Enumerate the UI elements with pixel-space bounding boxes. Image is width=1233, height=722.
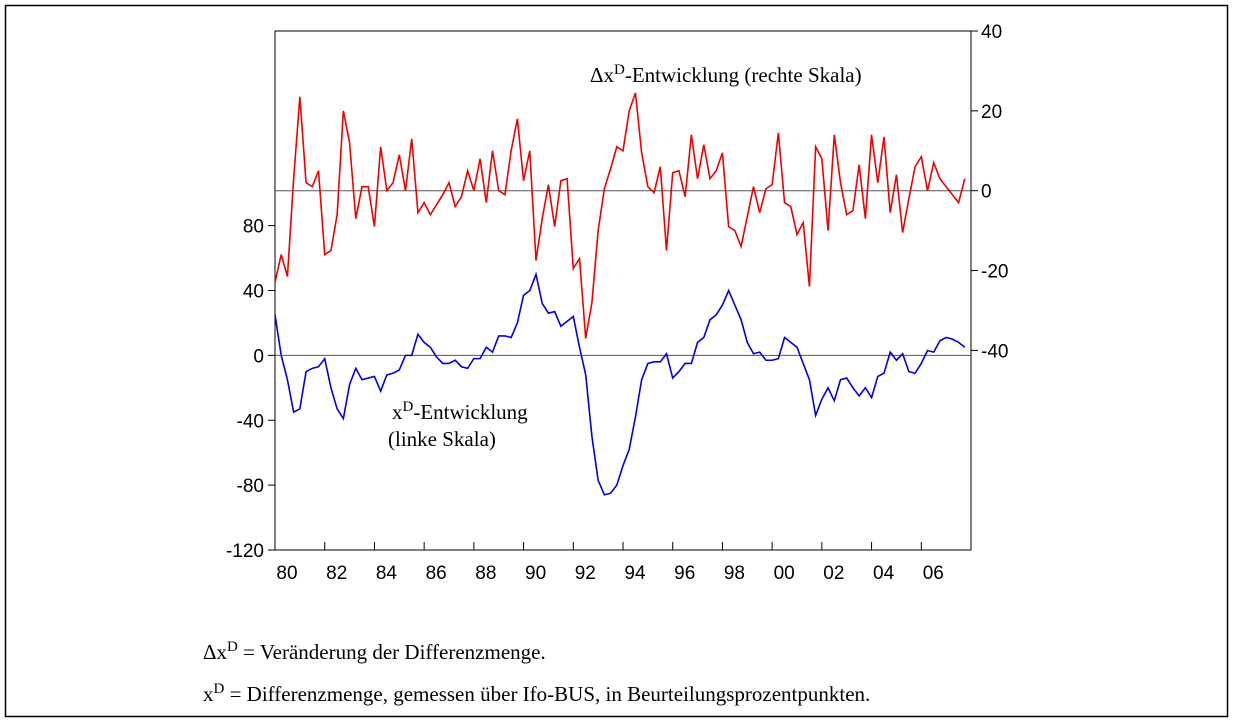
plot-area [274,30,972,551]
y2-tick-label: 0 [981,182,992,203]
annotation: xD-Entwicklung [392,399,528,424]
annotation-part: -Entwicklung [413,400,528,424]
footnote-part: = Differenzmenge, gemessen über Ifo-BUS,… [224,682,870,706]
x-tick-label: 84 [376,563,398,584]
annotation-part: D [614,62,625,78]
annotation-part: x [392,400,403,424]
y2-tick-label: 20 [981,102,1002,123]
x-tick-label: 02 [823,563,844,584]
y-tick-label: -80 [237,476,264,497]
y2-tick-label: 40 [981,22,1002,43]
annotation: ΔxD-Entwicklung (rechte Skala) [590,62,862,87]
y2-tick-label: -20 [981,262,1008,283]
y-tick-label: -40 [237,411,264,432]
footnote-part: x [203,682,214,706]
x-tick-label: 90 [525,563,546,584]
annotation-part: (linke Skala) [388,427,496,451]
x-tick-label: 82 [326,563,347,584]
footnote: xD = Differenzmenge, gemessen über Ifo-B… [203,681,870,706]
footnote-part: D [214,681,225,697]
annotation-part: Δx [590,63,615,87]
series-line [274,271,966,496]
annotation-part: -Entwicklung (rechte Skala) [625,63,862,87]
annotation-part: D [403,399,414,415]
y-tick-label: 0 [253,346,264,367]
y-tick-label: 40 [243,282,264,303]
x-tick-label: 88 [475,563,496,584]
x-tick-label: 92 [575,563,596,584]
x-tick-label: 86 [426,563,447,584]
y-tick-label: -120 [226,541,264,562]
y2-tick-label: -40 [981,341,1008,362]
y-tick-label: 80 [243,217,264,238]
x-tick-label: 00 [774,563,795,584]
series-line [274,92,966,339]
x-tick-label: 96 [674,563,695,584]
footnote-part: = Veränderung der Differenzmenge. [238,640,546,664]
footnote: ΔxD = Veränderung der Differenzmenge. [203,639,546,664]
x-tick-label: 94 [624,563,646,584]
x-tick-label: 06 [923,563,944,584]
x-tick-label: 80 [276,563,297,584]
footnote-part: D [227,639,238,655]
frame [4,4,1229,718]
footnote-part: Δx [203,640,228,664]
x-tick-label: 04 [873,563,895,584]
annotation: (linke Skala) [388,427,496,451]
x-tick-label: 98 [724,563,745,584]
